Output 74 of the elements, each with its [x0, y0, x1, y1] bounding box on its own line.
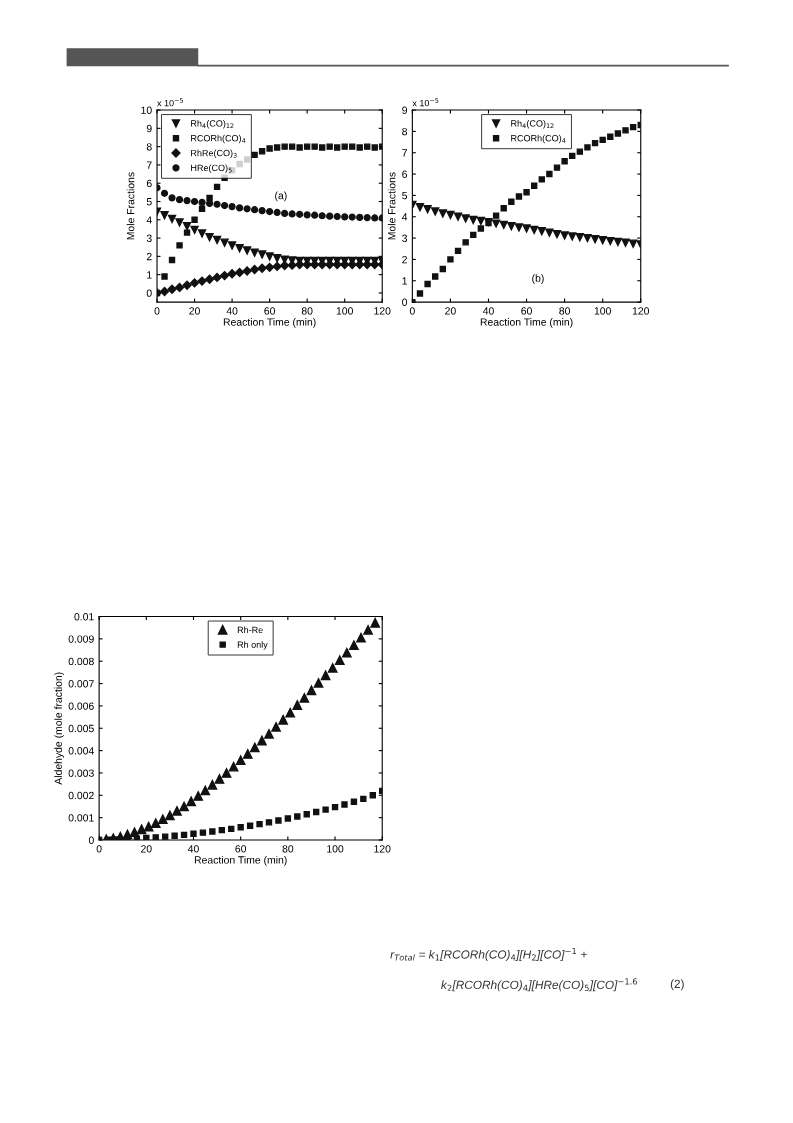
- x-tick-label: 0: [409, 307, 415, 315]
- y-tick-label: 2: [146, 252, 152, 261]
- y-tick-label: 0: [402, 298, 408, 306]
- x-tick-label: 40: [226, 307, 238, 315]
- legend-label: RCORh(CO)$_{4}$: [191, 134, 246, 144]
- y-tick-label: 0.006: [68, 702, 94, 710]
- x-tick-label: 100: [327, 845, 344, 853]
- text: r$_{Total}$ = k$_{1}$[RCORh(CO)$_{4}$][H$_{2}$][CO]$^{−1}$ +: [390, 948, 587, 961]
- y-tick-label: 0.009: [68, 635, 94, 643]
- text: x 10$^{−5}$: [157, 98, 183, 107]
- x-axis-title: Reaction Time (min): [480, 318, 573, 328]
- legend-label: RCORh(CO)$_{4}$: [511, 134, 566, 144]
- y-tick-label: 1: [147, 271, 152, 279]
- x-tick-label: 100: [336, 307, 353, 315]
- y-tick-label: 4: [146, 216, 152, 224]
- y-tick-label: 0.007: [68, 680, 94, 688]
- y-tick-label: 0.001: [68, 814, 94, 822]
- y-tick-label: 0: [88, 836, 94, 844]
- x-axis-title: Reaction Time (min): [223, 318, 316, 328]
- y-tick-label: 0.008: [68, 657, 94, 666]
- y-axis-title: Mole Fractions: [387, 172, 396, 240]
- y-tick-label: 0.01: [74, 613, 94, 621]
- y-tick-label: 3: [402, 234, 408, 242]
- y-tick-label: 4: [401, 213, 408, 221]
- y-tick-label: 0.002: [68, 791, 94, 800]
- annotation: (b): [532, 274, 544, 284]
- y-axis-title: Mole Fractions: [126, 172, 135, 240]
- annotation: (a): [275, 191, 287, 202]
- x-tick-label: 100: [594, 307, 611, 315]
- legend-label: RhRe(CO)$_{3}$: [191, 149, 237, 159]
- x-tick-label: 80: [301, 307, 313, 315]
- y-tick-label: 0.004: [68, 747, 94, 755]
- y-tick-label: 7: [402, 149, 407, 157]
- y-tick-label: 2: [402, 255, 407, 264]
- y-tick-label: 7: [146, 161, 152, 169]
- x-tick-label: 40: [482, 307, 494, 315]
- x-tick-label: 0: [96, 845, 102, 853]
- x-tick-label: 60: [235, 845, 247, 853]
- x-tick-label: 60: [264, 307, 276, 315]
- legend-label: Rh$_{4}$(CO)$_{12}$: [191, 119, 234, 129]
- y-tick-label: 9: [146, 124, 152, 133]
- y-tick-label: 8: [146, 143, 152, 151]
- x-tick-label: 80: [282, 845, 294, 853]
- legend-label: HRe(CO)$_{5}$: [191, 164, 232, 173]
- x-axis-title: Reaction Time (min): [194, 855, 287, 866]
- y-tick-label: 6: [146, 179, 152, 188]
- y-tick-label: 6: [402, 170, 408, 178]
- x-tick-label: 20: [189, 307, 200, 315]
- y-tick-label: 0: [146, 289, 152, 297]
- text: (2): [670, 979, 684, 991]
- text: x 10$^{−5}$: [412, 98, 439, 107]
- legend-label: Rh-Re: [237, 626, 263, 634]
- text: k$_{2}$[RCORh(CO)$_{4}$][HRe(CO)$_{5}$][CO]$^{−1.6}$: [441, 978, 638, 992]
- y-tick-label: 9: [402, 106, 408, 114]
- x-tick-label: 20: [141, 845, 152, 853]
- y-tick-label: 10: [141, 106, 152, 114]
- y-tick-label: 0.003: [68, 769, 94, 777]
- x-tick-label: 120: [632, 307, 650, 315]
- x-tick-label: 80: [559, 307, 570, 315]
- x-tick-label: 20: [445, 307, 456, 315]
- x-tick-label: 60: [521, 307, 532, 315]
- y-tick-label: 0.005: [68, 724, 94, 733]
- legend-label: Rh only: [237, 641, 268, 650]
- x-tick-label: 40: [187, 845, 199, 853]
- x-tick-label: 120: [374, 845, 391, 853]
- x-tick-label: 120: [374, 307, 391, 315]
- y-tick-label: 8: [402, 127, 408, 136]
- y-tick-label: 1: [402, 277, 407, 285]
- y-tick-label: 5: [402, 192, 408, 200]
- legend-label: Rh$_{4}$(CO)$_{12}$: [511, 119, 554, 129]
- y-tick-label: 5: [146, 198, 152, 206]
- y-axis-title: Aldehyde (mole fraction): [54, 672, 65, 785]
- y-tick-label: 3: [146, 234, 152, 242]
- x-tick-label: 0: [154, 307, 160, 315]
